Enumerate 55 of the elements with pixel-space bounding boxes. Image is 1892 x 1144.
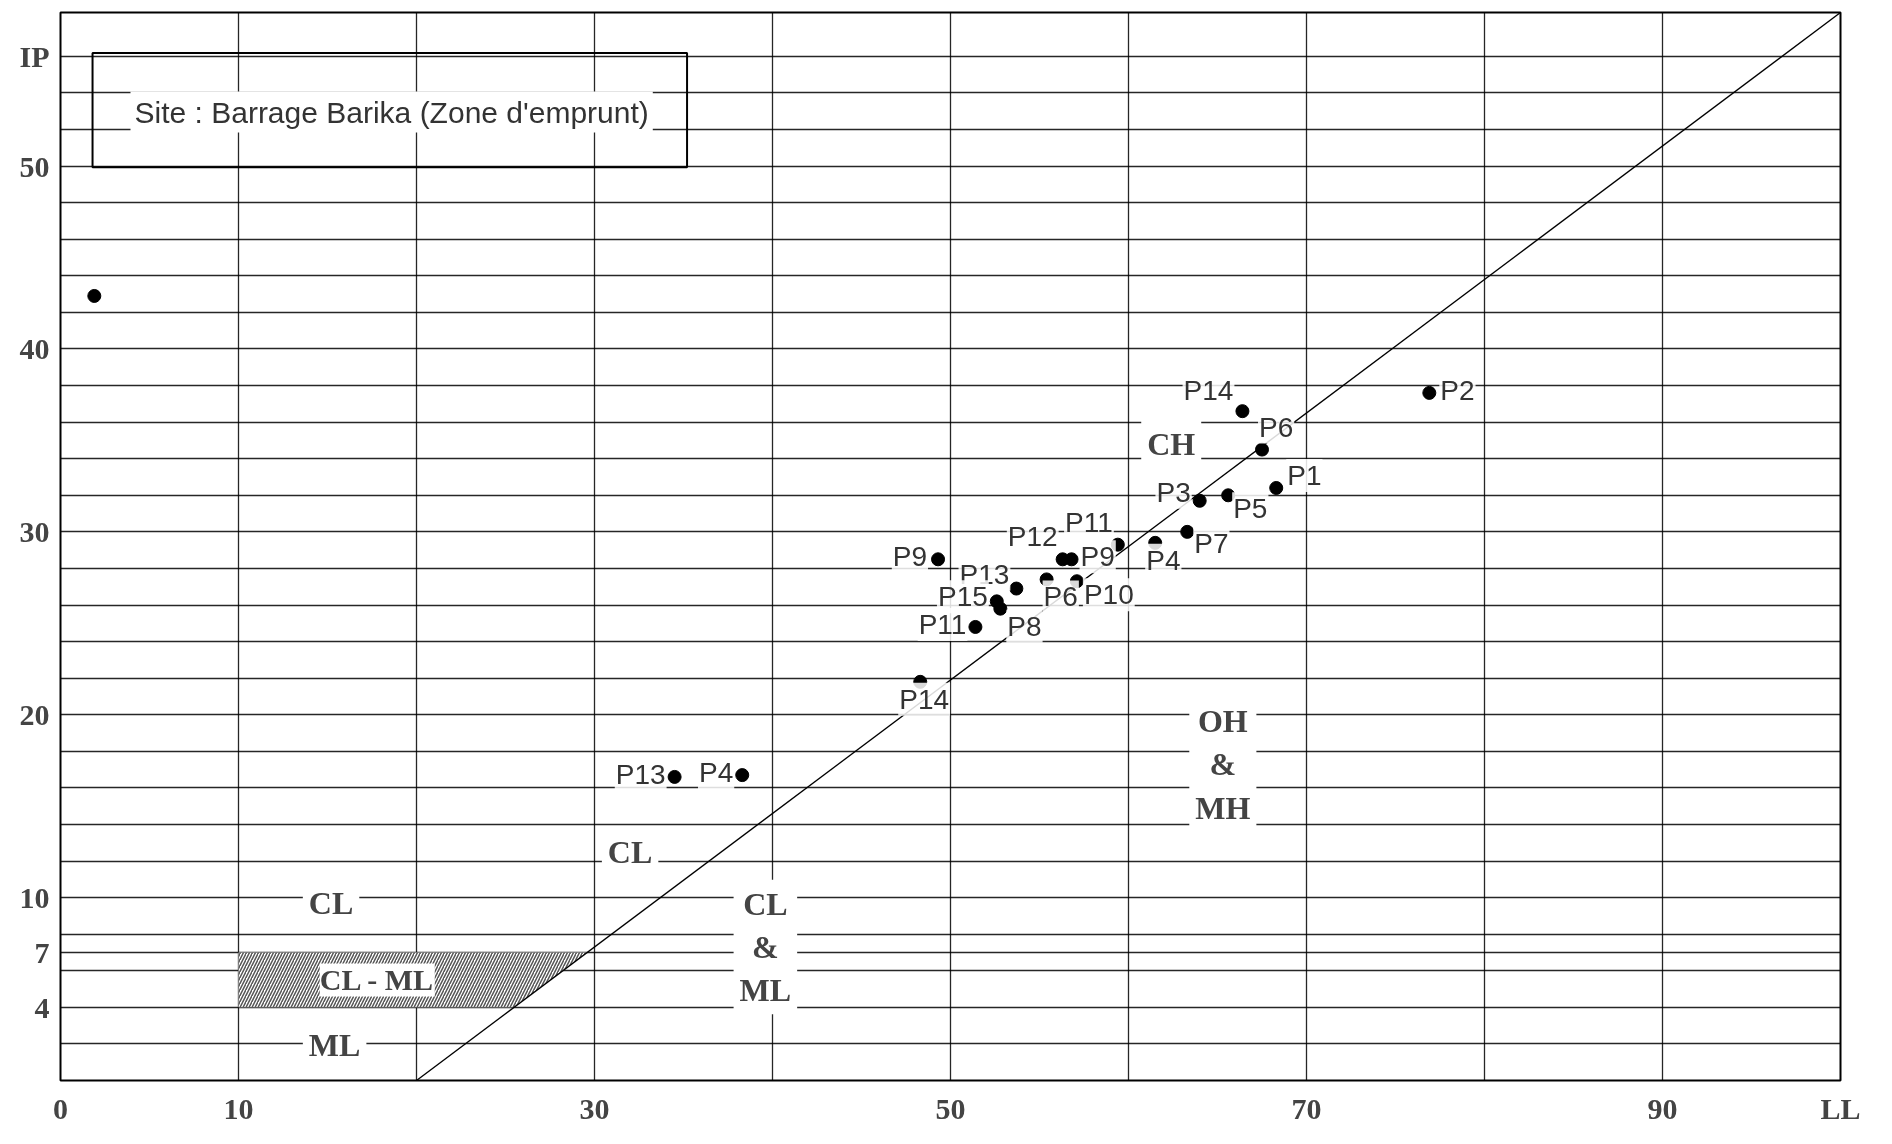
point <box>968 619 983 634</box>
point <box>1009 581 1024 596</box>
point <box>1422 385 1437 400</box>
y-tick-label: IP <box>19 39 50 73</box>
point <box>1192 493 1207 508</box>
data-label: P1 <box>1287 459 1322 491</box>
data-label: P5 <box>1233 493 1268 525</box>
data-label: P14 <box>1183 375 1234 407</box>
annotation: OH & MH <box>1195 703 1251 826</box>
data-label: P6 <box>1043 581 1078 613</box>
point <box>1055 552 1070 567</box>
data-label: P12 <box>1007 521 1058 553</box>
point <box>931 552 946 567</box>
point <box>1180 524 1195 539</box>
data-label: P3 <box>1156 476 1191 508</box>
annotation: CH <box>1147 425 1196 462</box>
point <box>1235 404 1250 419</box>
x-tick-label: 50 <box>935 1091 966 1125</box>
x-tick-label: 30 <box>579 1091 610 1125</box>
annotation: ML <box>308 1027 361 1064</box>
x-tick-label: 90 <box>1647 1091 1678 1125</box>
y-tick-label: 4 <box>34 990 50 1024</box>
y-tick-label: 7 <box>34 935 50 969</box>
y-tick-label: 10 <box>19 881 50 915</box>
x-tick-label: 0 <box>53 1091 68 1125</box>
annotation: CL <box>607 833 653 870</box>
data-label: P10 <box>1083 579 1134 611</box>
point <box>735 768 750 783</box>
data-label: P9 <box>892 541 928 573</box>
point <box>1269 480 1284 495</box>
data-label: P4 <box>1146 544 1181 576</box>
band-label: CL - ML <box>319 963 434 997</box>
point <box>993 601 1008 616</box>
annotation: CL & ML <box>739 885 792 1009</box>
annotation: CL <box>308 885 354 922</box>
data-label: P7 <box>1194 527 1229 559</box>
y-tick-label: 50 <box>19 149 50 183</box>
data-label: P13 <box>615 758 666 790</box>
data-label: P11 <box>1065 506 1113 538</box>
x-tick-label: 70 <box>1291 1091 1322 1125</box>
x-tick-label: LL <box>1820 1091 1861 1125</box>
x-tick-label: 10 <box>223 1091 254 1125</box>
point <box>667 769 682 784</box>
y-tick-label: 30 <box>19 515 50 549</box>
data-label: P2 <box>1440 374 1475 406</box>
data-label: P4 <box>698 757 734 789</box>
y-tick-label: 20 <box>19 698 50 732</box>
data-label: P14 <box>899 683 950 715</box>
data-label: P6 <box>1259 411 1294 443</box>
data-label: P11 <box>918 608 967 640</box>
point <box>87 288 102 303</box>
data-label: P9 <box>1080 541 1115 573</box>
annotation: Site : Barrage Barika (Zone d'emprunt) <box>134 95 649 129</box>
y-tick-label: 40 <box>19 332 50 366</box>
data-label: P8 <box>1007 610 1042 642</box>
